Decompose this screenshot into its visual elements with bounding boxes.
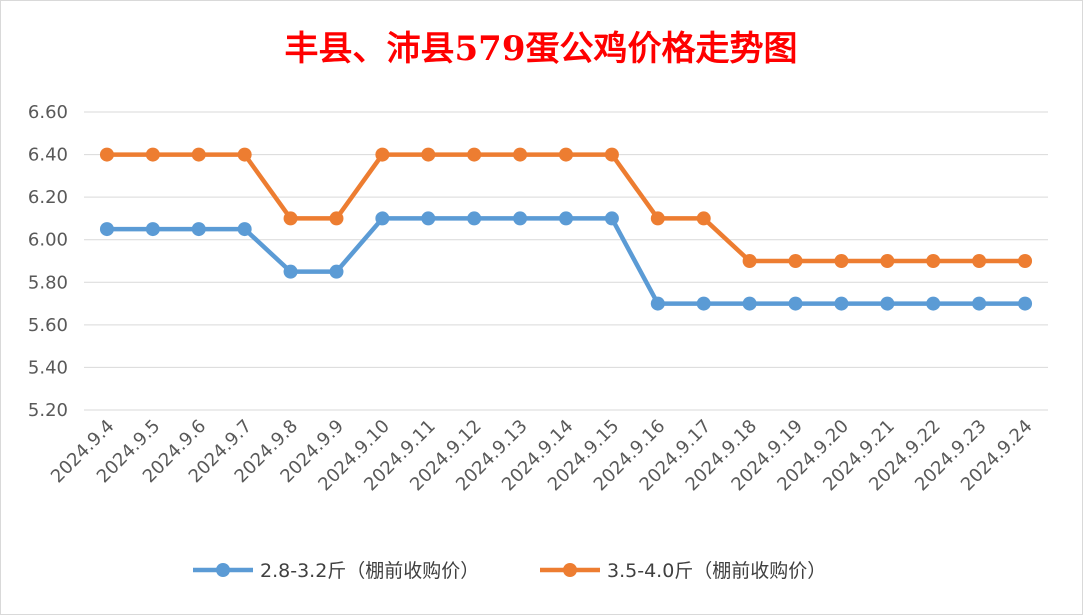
series-1-point [513, 211, 528, 226]
series-2-point [421, 147, 436, 162]
series-1-point [191, 222, 206, 237]
series-1-point [604, 211, 619, 226]
series-1-point [650, 296, 665, 311]
series-2-point [145, 147, 160, 162]
series-2-point [834, 254, 849, 268]
series-2-point [696, 211, 711, 226]
series-1-point [467, 211, 482, 226]
series-2-point [375, 147, 390, 162]
series-1-point [972, 296, 987, 311]
series-1-point [237, 222, 252, 237]
y-tick-label: 6.60 [28, 102, 68, 123]
series-2-point [99, 147, 114, 162]
y-tick-label: 6.20 [28, 187, 68, 208]
series-1-point [834, 296, 849, 311]
series-1-point [99, 222, 114, 237]
series-2-point [604, 147, 619, 162]
y-tick-label: 5.20 [28, 400, 68, 421]
series-2-point [880, 254, 895, 268]
y-tick-label: 5.40 [28, 357, 68, 378]
series-1-point [145, 222, 160, 237]
series-1-point [742, 296, 757, 311]
legend-label-1: 2.8-3.2斤（棚前收购价） [260, 560, 479, 582]
legend-marker-2 [563, 563, 577, 577]
series-group [99, 147, 1033, 311]
legend-marker-1 [216, 563, 230, 577]
series-1-point [421, 211, 436, 226]
series-1-point [696, 296, 711, 311]
legend-label-2: 3.5-4.0斤（棚前收购价） [607, 560, 826, 582]
chart-title: 丰县、沛县579蛋公鸡价格走势图 [285, 29, 798, 69]
series-1-point [283, 264, 298, 279]
series-2-point [329, 211, 344, 226]
series-1-point [788, 296, 803, 311]
series-2-point [191, 147, 206, 162]
series-2-point [559, 147, 573, 162]
series-2-point [972, 254, 987, 268]
series-2-point [788, 254, 803, 268]
legend: 2.8-3.2斤（棚前收购价） 3.5-4.0斤（棚前收购价） [193, 560, 826, 582]
series-2-point [1018, 254, 1033, 268]
y-tick-label: 5.80 [28, 272, 68, 293]
y-tick-label: 5.60 [28, 315, 68, 336]
series-1-point [375, 211, 390, 226]
series-line-2 [106, 152, 1026, 264]
y-tick-label: 6.40 [28, 145, 68, 166]
series-1-point [559, 211, 573, 226]
series-2-point [650, 211, 665, 226]
series-2-point [237, 147, 252, 162]
series-2-point [283, 211, 298, 226]
series-1-point [880, 296, 895, 311]
series-1-point [329, 264, 344, 279]
y-axis: 6.60 6.40 6.20 6.00 5.80 5.60 5.40 5.20 [28, 102, 68, 421]
series-2-point [513, 147, 528, 162]
x-axis: 2024.9.42024.9.52024.9.62024.9.72024.9.8… [47, 416, 1037, 496]
series-2-point [742, 254, 757, 268]
gridlines [84, 111, 1048, 411]
y-tick-label: 6.00 [28, 230, 68, 251]
series-1-point [926, 296, 941, 311]
series-2-point [926, 254, 941, 268]
series-1-point [1018, 296, 1033, 311]
series-2-point [467, 147, 482, 162]
